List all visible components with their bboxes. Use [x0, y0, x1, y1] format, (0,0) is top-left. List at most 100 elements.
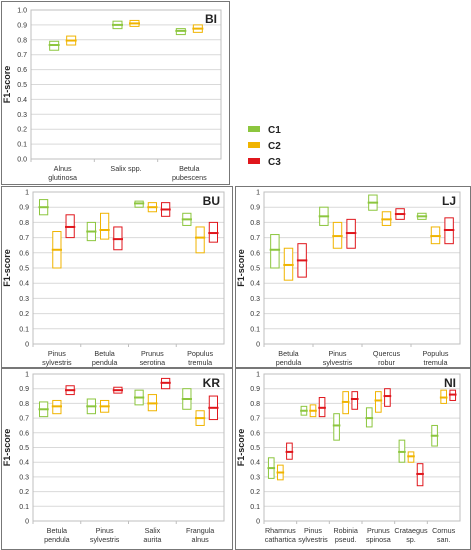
panel-title: BU [203, 194, 220, 208]
category-label: Betula [179, 164, 199, 173]
category-label: aurita [143, 535, 161, 544]
y-tick-label: 0.7 [19, 416, 29, 423]
category-label: pendula [276, 358, 302, 367]
y-tick-label: 0.4 [17, 97, 27, 104]
panel-frame [1, 1, 230, 185]
category-label: Salix spp. [110, 164, 141, 173]
category-label: robur [378, 358, 395, 367]
y-tick-label: 0.1 [19, 504, 29, 511]
y-tick-label: 0.7 [250, 235, 260, 242]
legend-swatch-c2 [248, 142, 260, 148]
category-label: Pinus [96, 526, 114, 535]
y-tick-label: 0.8 [250, 401, 260, 408]
y-tick-label: 0.8 [250, 220, 260, 227]
y-tick-label: 0.7 [19, 235, 29, 242]
category-label: serotina [140, 358, 166, 367]
y-tick-label: 0.8 [19, 401, 29, 408]
category-label: Betula [278, 349, 298, 358]
box-c3 [384, 388, 391, 407]
category-label: alnus [192, 535, 210, 544]
category-label: Crataegus [394, 526, 428, 535]
panel-title: NI [444, 376, 456, 390]
y-tick-label: 0 [25, 342, 29, 349]
category-label: Frangula [186, 526, 214, 535]
category-label: Salix [145, 526, 161, 535]
box-c2 [195, 226, 205, 254]
y-tick-label: 0.0 [17, 157, 27, 164]
category-label: cathartica [265, 535, 296, 544]
category-label: spinosa [366, 535, 391, 544]
category-label: Prunus [141, 349, 164, 358]
y-tick-label: 0.9 [19, 386, 29, 393]
y-tick-label: 0 [256, 519, 260, 526]
y-tick-label: 0.5 [19, 445, 29, 452]
y-axis-label: F1-score [2, 249, 12, 287]
y-tick-label: 0.6 [250, 430, 260, 437]
category-label: san. [437, 535, 451, 544]
y-tick-label: 0.4 [250, 281, 260, 288]
y-tick-label: 0.1 [250, 504, 260, 511]
y-tick-label: 0.1 [19, 326, 29, 333]
panel-frame [1, 186, 233, 368]
box-c1 [333, 413, 340, 441]
legend-swatch-c1 [248, 126, 260, 132]
y-tick-label: 0 [25, 519, 29, 526]
panel-bi: 0.0 0.1 0.2 0.3 0.4 0.5 0.6 0.7 0.8 0.9 1.0 F1-scor… [1, 1, 230, 185]
panel-ni: 0 0.1 0.2 0.3 0.4 0.5 0.6 0.7 0.8 0.9 1 F1-score NI R… [235, 368, 471, 550]
category-label: sp. [406, 535, 416, 544]
y-tick-label: 0.9 [250, 386, 260, 393]
y-tick-label: 0.6 [250, 250, 260, 257]
y-tick-label: 0.3 [250, 296, 260, 303]
panel-frame [235, 186, 471, 368]
y-tick-label: 0.7 [17, 52, 27, 59]
category-label: glutinosa [48, 173, 77, 182]
category-label: pseud. [335, 535, 357, 544]
category-label: Betula [94, 349, 114, 358]
legend-label: C2 [268, 141, 281, 152]
category-label: Pinus [329, 349, 347, 358]
category-label: Betula [47, 526, 67, 535]
y-tick-label: 0.3 [19, 474, 29, 481]
y-tick-label: 0.5 [19, 266, 29, 273]
box-c2 [375, 391, 382, 413]
y-tick-label: 0.2 [17, 127, 27, 134]
legend-swatch-c3 [248, 158, 260, 164]
category-label: tremula [424, 358, 448, 367]
box-c2 [100, 212, 110, 240]
category-label: Pinus [304, 526, 322, 535]
y-tick-label: 0.5 [250, 266, 260, 273]
plot-area [30, 9, 222, 160]
y-tick-label: 0.3 [17, 112, 27, 119]
box-c1 [270, 234, 280, 269]
y-tick-label: 0.8 [17, 37, 27, 44]
category-label: Quercus [373, 349, 401, 358]
category-label: Prunus [367, 526, 390, 535]
category-label: pubescens [172, 173, 207, 182]
category-label: sylvestris [90, 535, 120, 544]
y-axis-label: F1-score [236, 429, 246, 467]
y-tick-label: 0.7 [250, 416, 260, 423]
y-tick-label: 0.6 [19, 430, 29, 437]
y-tick-label: 1 [256, 372, 260, 379]
legend: C1 C2 C3 [248, 125, 281, 168]
y-tick-label: 0.4 [19, 460, 29, 467]
y-tick-label: 0.2 [19, 489, 29, 496]
y-tick-label: 0 [256, 342, 260, 349]
y-tick-label: 0.4 [19, 281, 29, 288]
category-label: sylvestris [42, 358, 72, 367]
y-tick-label: 0.2 [250, 489, 260, 496]
y-tick-label: 1 [256, 190, 260, 197]
y-axis-label: F1-score [2, 66, 12, 104]
y-tick-label: 0.3 [250, 474, 260, 481]
category-label: sylvestris [323, 358, 353, 367]
y-tick-label: 0.6 [19, 250, 29, 257]
category-label: Alnus [54, 164, 72, 173]
y-tick-label: 0.2 [250, 311, 260, 318]
panel-kr: 0 0.1 0.2 0.3 0.4 0.5 0.6 0.7 0.8 0.9 1 F1-score KR B… [1, 368, 233, 550]
category-label: Populus [423, 349, 449, 358]
category-label: Pinus [48, 349, 66, 358]
y-tick-label: 0.1 [250, 326, 260, 333]
category-label: Rhamnus [265, 526, 296, 535]
y-tick-label: 1 [25, 372, 29, 379]
